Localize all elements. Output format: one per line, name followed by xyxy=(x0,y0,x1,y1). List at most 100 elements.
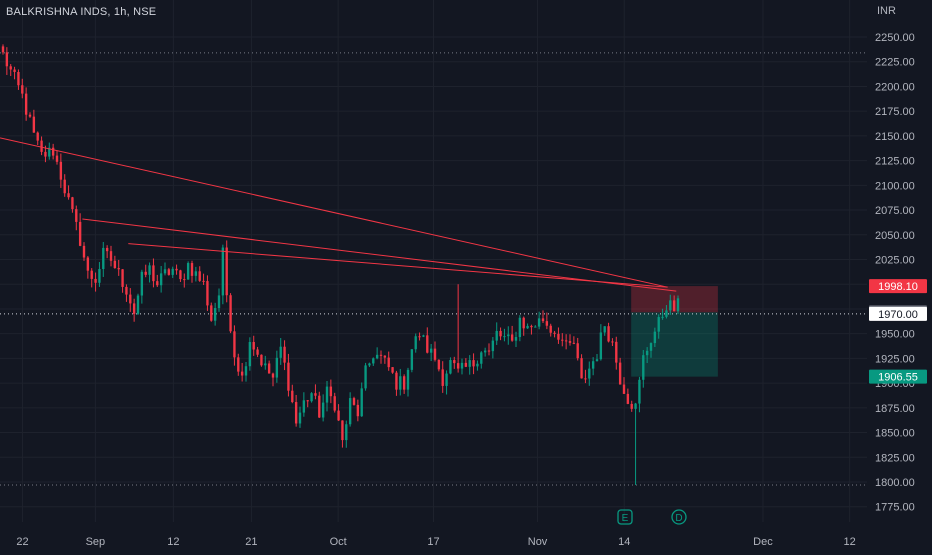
candle-down xyxy=(530,325,533,328)
candle-down xyxy=(283,346,286,363)
candle-down xyxy=(383,355,387,358)
reference-lines xyxy=(0,52,867,486)
candle-down xyxy=(144,271,147,275)
candle-down xyxy=(499,330,502,337)
dividend-icon xyxy=(671,509,687,525)
trendlines[interactable] xyxy=(0,137,677,292)
candle-down xyxy=(314,393,317,396)
candle-up xyxy=(244,366,248,376)
candle-up xyxy=(665,310,668,317)
candle-up xyxy=(345,424,348,441)
candle-down xyxy=(175,268,178,271)
candle-down xyxy=(426,335,429,353)
candle-down xyxy=(568,341,572,343)
price-tag-bg xyxy=(869,306,927,321)
candle-down xyxy=(630,403,633,409)
candle-down xyxy=(441,369,444,386)
chart-title: BALKRISHNA INDS, 1h, NSE xyxy=(6,6,157,18)
trendline[interactable] xyxy=(82,218,677,292)
candle-down xyxy=(59,161,63,180)
earnings-marker[interactable]: E xyxy=(617,509,633,525)
x-tick-label: Nov xyxy=(528,536,548,548)
candle-down xyxy=(94,278,97,283)
candle-down xyxy=(36,132,39,141)
trendline[interactable] xyxy=(128,243,668,288)
candle-down xyxy=(51,147,55,156)
y-tick-label: 2200.00 xyxy=(875,81,915,93)
time-axis[interactable]: 22 Sep 12 21 Oct 17 Nov 14 Dec 12 xyxy=(16,536,855,548)
price-axis[interactable]: 1775.001800.001825.001850.001875.001900.… xyxy=(875,32,915,514)
candle-down xyxy=(1,46,5,53)
candle-down xyxy=(329,386,333,397)
trendline[interactable] xyxy=(0,137,668,288)
candle-down xyxy=(71,197,74,210)
x-tick-label: Dec xyxy=(753,536,773,548)
candle-up xyxy=(410,349,414,370)
candle-down xyxy=(256,349,259,355)
candle-down xyxy=(75,209,78,222)
candle-down xyxy=(607,326,610,342)
candle-up xyxy=(495,330,498,341)
x-tick-label: 22 xyxy=(16,536,28,548)
price-tag-label: 1998.10 xyxy=(878,281,918,293)
candle-down xyxy=(580,358,583,379)
candle-up xyxy=(213,308,217,321)
candle-up xyxy=(468,360,471,367)
candle-down xyxy=(198,271,201,281)
candle-down xyxy=(28,114,32,117)
candle-down xyxy=(63,179,66,194)
candle-down xyxy=(341,420,344,441)
candle-down xyxy=(352,398,356,405)
y-tick-label: 2075.00 xyxy=(875,205,915,217)
candle-down xyxy=(17,72,20,86)
dividend-marker[interactable]: D xyxy=(671,509,687,525)
candle-up xyxy=(406,369,410,390)
candle-down xyxy=(456,363,460,369)
candle-down xyxy=(291,390,294,403)
candle-up xyxy=(368,363,371,366)
candle-up xyxy=(595,359,599,362)
candle-up xyxy=(221,247,225,296)
candle-down xyxy=(156,281,159,286)
candle-up xyxy=(507,334,510,337)
candle-up xyxy=(503,336,506,338)
y-tick-label: 2125.00 xyxy=(875,156,915,168)
candle-up xyxy=(422,335,425,337)
candle-up xyxy=(275,357,279,378)
candle-down xyxy=(179,270,182,280)
candle-up xyxy=(491,340,495,352)
candle-up xyxy=(483,350,487,353)
candle-down xyxy=(13,69,16,73)
candle-up xyxy=(661,316,664,318)
candle-down xyxy=(333,396,336,411)
candle-up xyxy=(375,354,379,359)
x-tick-label: 12 xyxy=(844,536,856,548)
candle-down xyxy=(109,251,113,261)
candle-down xyxy=(437,359,441,370)
candle-down xyxy=(418,336,421,338)
marker-letter: E xyxy=(622,513,629,524)
x-tick-label: 17 xyxy=(427,536,439,548)
grid xyxy=(0,0,867,522)
candle-up xyxy=(186,263,190,280)
y-tick-label: 2025.00 xyxy=(875,255,915,267)
candle-up xyxy=(414,336,417,350)
candle-up xyxy=(310,393,313,402)
candle-up xyxy=(588,368,591,379)
candle-up xyxy=(645,350,649,356)
candle-up xyxy=(657,317,660,332)
candle-up xyxy=(653,331,657,344)
candle-up xyxy=(194,271,198,276)
candle-down xyxy=(584,378,587,380)
y-tick-label: 2050.00 xyxy=(875,230,915,242)
x-tick-label: 21 xyxy=(245,536,257,548)
candle-down xyxy=(267,363,271,374)
candle-up xyxy=(537,318,541,327)
candle-down xyxy=(55,155,59,162)
candle-down xyxy=(618,362,622,385)
candle-down xyxy=(464,362,468,367)
price-tag-label: 1970.00 xyxy=(878,309,918,321)
